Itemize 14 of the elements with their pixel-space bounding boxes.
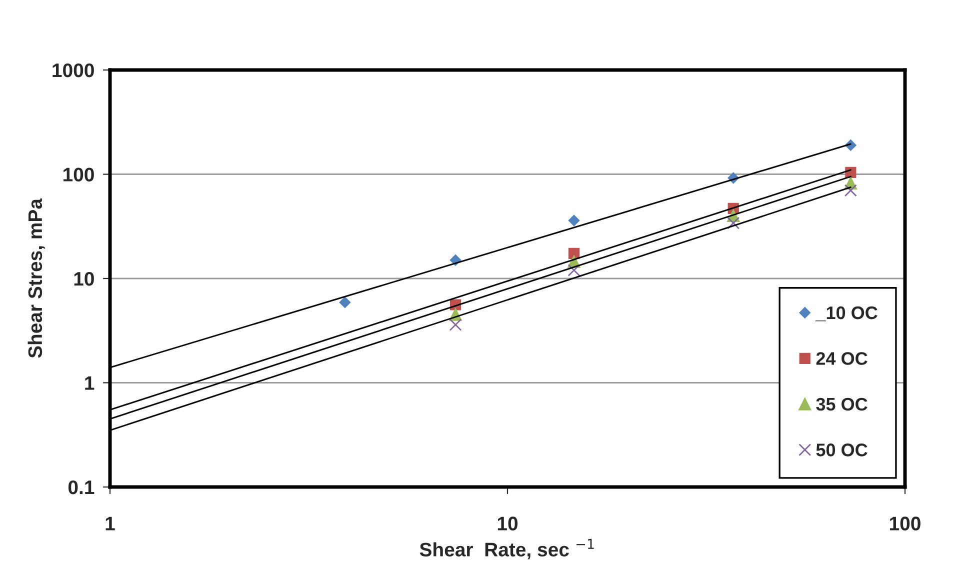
y-tick-label: 0.1	[68, 480, 94, 494]
legend-label: 35 OC	[816, 398, 868, 411]
y-axis-title: Shear Stres, mPa	[28, 198, 45, 358]
x-tick-label: 100	[890, 516, 920, 530]
y-tick-label: 1000	[52, 63, 94, 78]
y-tick-label: 10	[74, 272, 94, 286]
x-tick-label: 1	[106, 516, 115, 530]
x-axis-title: Shear Rate, sec $^{−1}$	[420, 538, 594, 560]
legend-label: _10 OC	[816, 306, 878, 322]
legend-label: 24 OC	[816, 352, 868, 365]
x-tick-label: 10	[498, 516, 518, 530]
y-tick-label: 1	[85, 376, 94, 390]
y-tick-label: 100	[64, 168, 94, 182]
legend-label: 50 OC	[816, 444, 868, 456]
